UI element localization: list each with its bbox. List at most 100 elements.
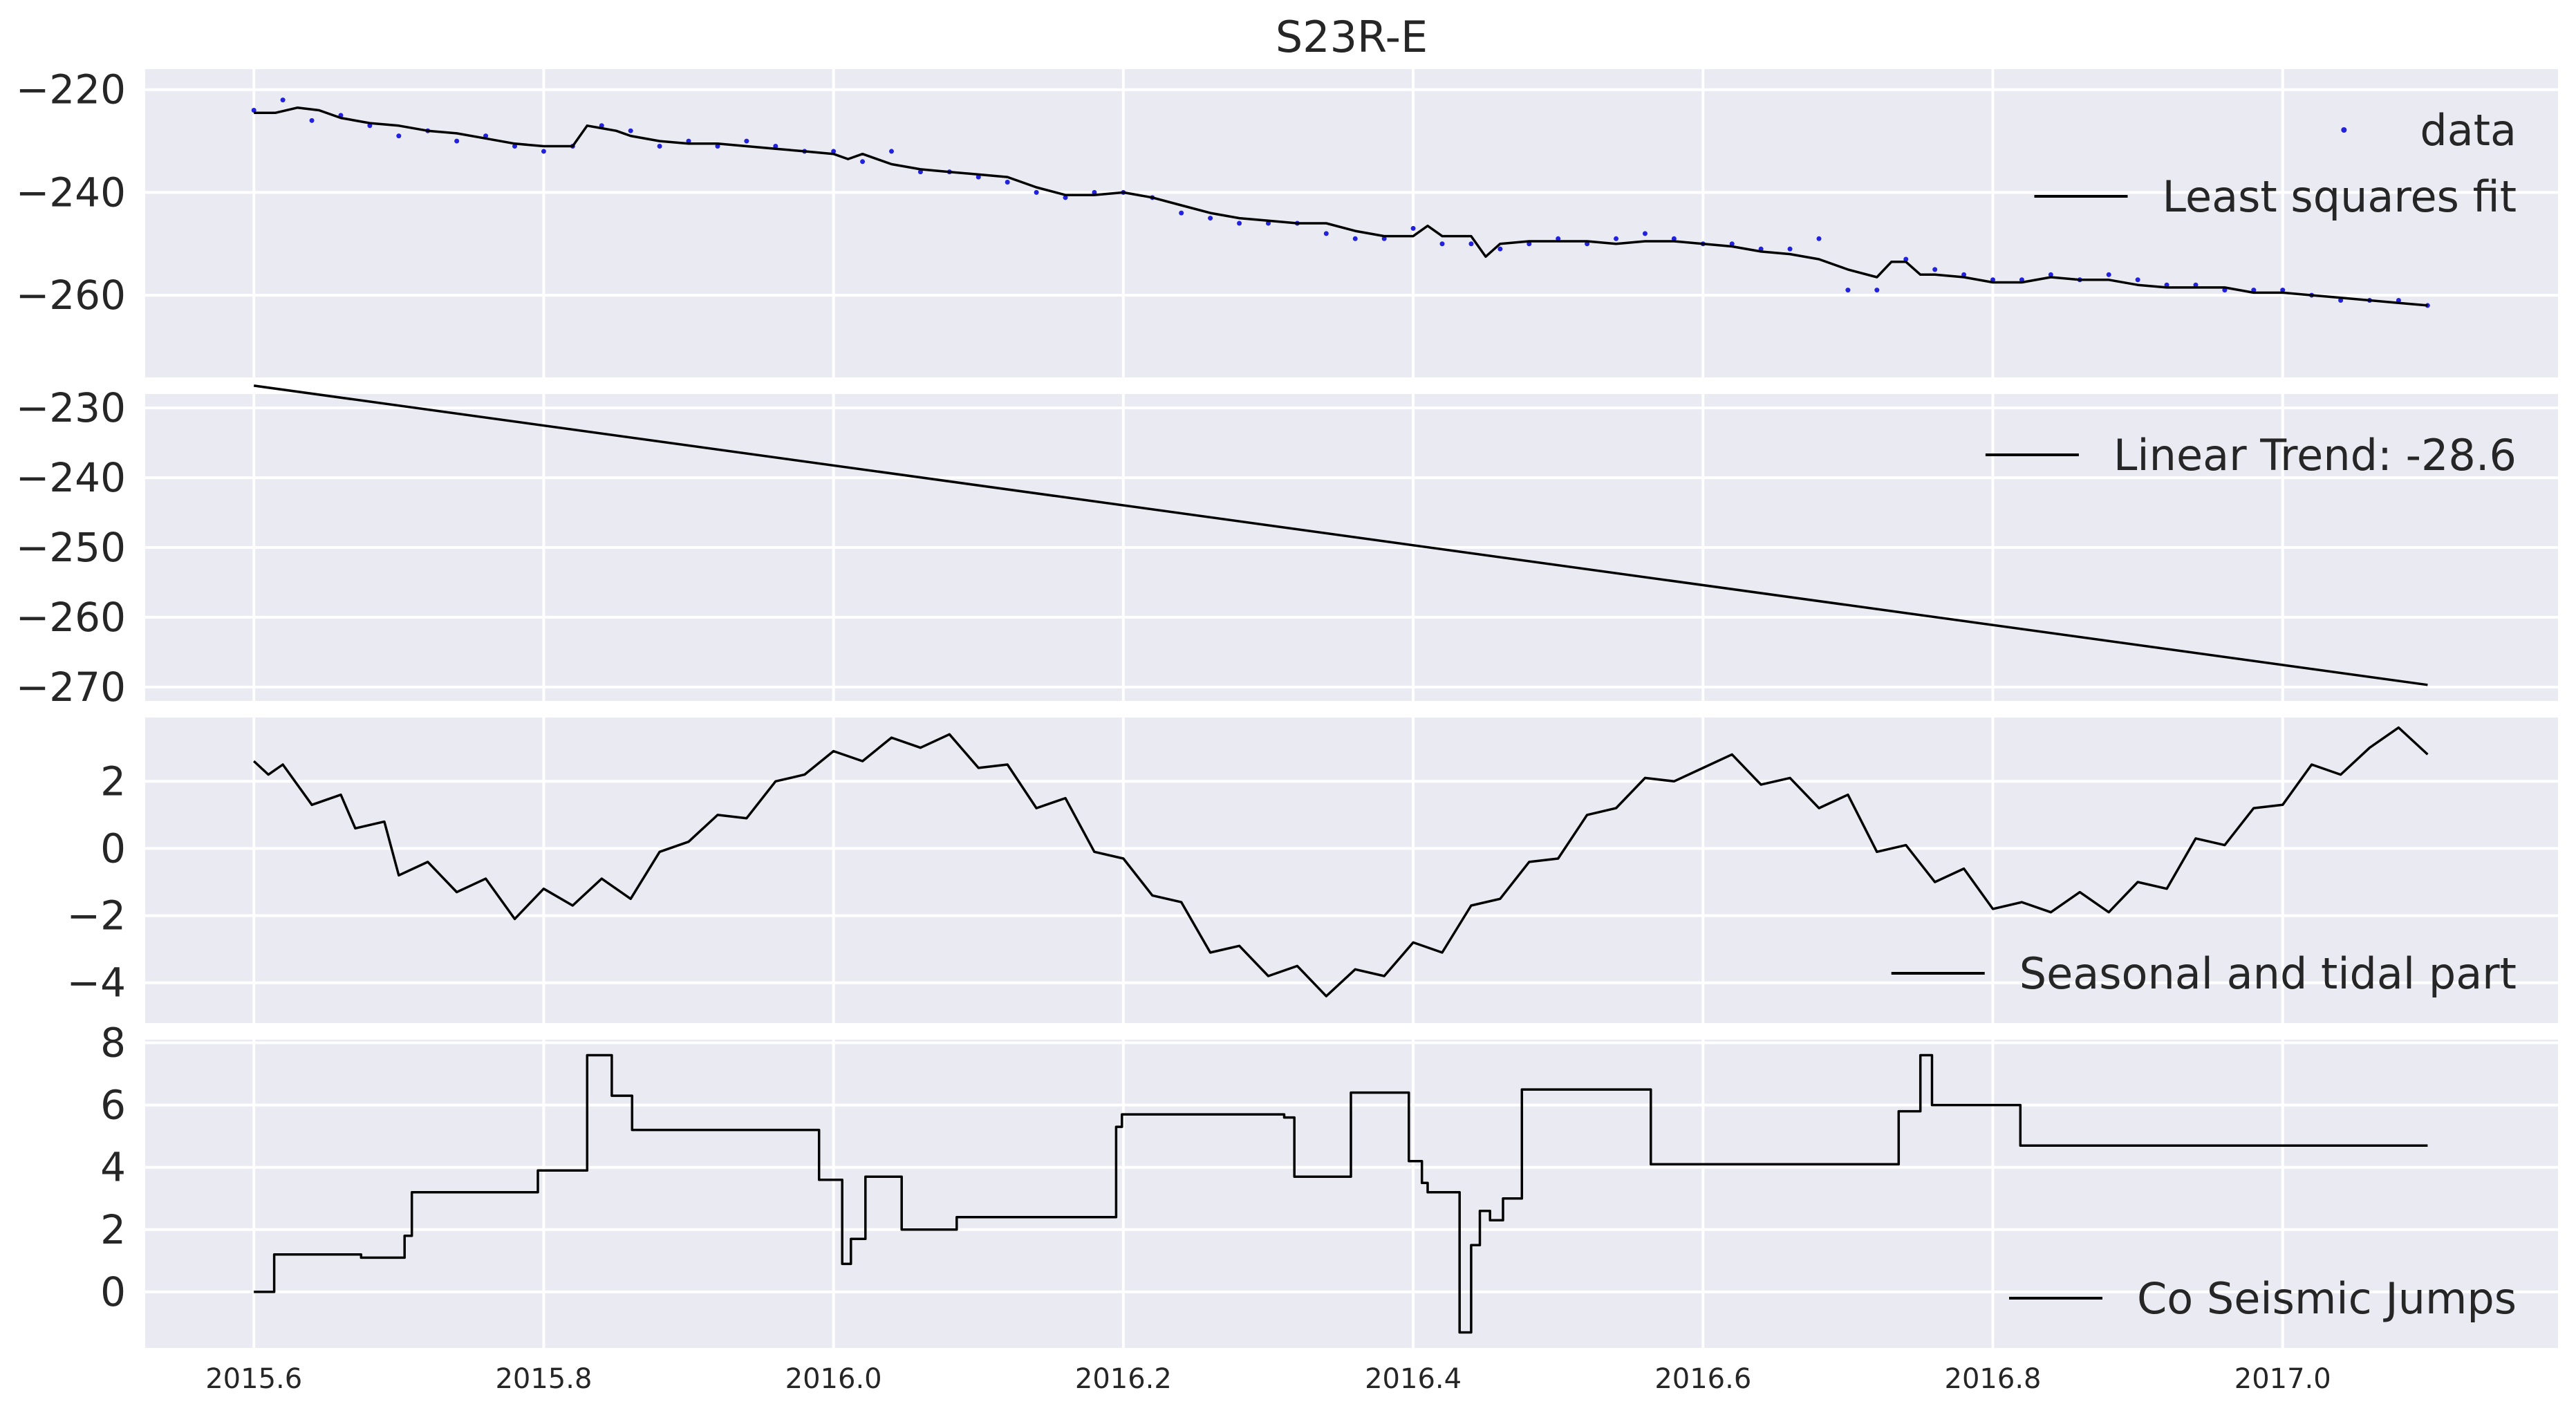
y-tick-label: 2 [100, 758, 126, 805]
y-tick-label: 0 [100, 1268, 126, 1315]
y-tick-label: −260 [16, 594, 126, 641]
data-point [541, 149, 546, 154]
data-point [1787, 246, 1793, 252]
data-point [657, 144, 662, 149]
legend: data Least squares fit [2034, 105, 2517, 222]
legend-label: data [2420, 105, 2517, 156]
data-point [396, 133, 402, 139]
data-point [976, 174, 981, 180]
x-tick-label: 2016.8 [1945, 1363, 2042, 1395]
data-point [831, 149, 837, 154]
y-tick-label: −4 [67, 959, 127, 1006]
data-point [309, 118, 315, 123]
plot-area [145, 1040, 2558, 1348]
data-point [1005, 180, 1010, 185]
data-point [744, 138, 749, 144]
data-point [2164, 282, 2169, 288]
x-tick-label: 2015.6 [205, 1363, 302, 1395]
x-tick-label: 2015.8 [495, 1363, 592, 1395]
data-point [1237, 221, 1242, 226]
data-point [1410, 225, 1416, 231]
y-tick-label: 2 [100, 1206, 126, 1253]
data-point [2280, 288, 2286, 293]
data-point [1932, 267, 1938, 272]
data-point [1614, 236, 1619, 241]
x-tick-label: 2017.0 [2234, 1363, 2331, 1395]
data-point [628, 128, 633, 133]
data-point [1903, 256, 1909, 262]
data-point [860, 159, 866, 165]
data-point [2135, 277, 2140, 283]
data-point [1352, 236, 1358, 241]
data-point [1816, 236, 1822, 241]
y-tick-label: 0 [100, 825, 126, 872]
x-tick-label: 2016.4 [1365, 1363, 1462, 1395]
subplot-3: 2 0 −2 −4 Seasonal and tidal part [67, 718, 2558, 1023]
data-point [2338, 298, 2344, 303]
data-point [280, 97, 286, 103]
data-point [888, 149, 894, 154]
y-tick-label: −240 [16, 454, 126, 501]
figure-title: S23R-E [1276, 12, 1428, 62]
data-point [1671, 236, 1677, 241]
data-point [773, 144, 778, 149]
subplot-1: −220 −240 −260 data Least squares fit [16, 66, 2558, 377]
data-point [251, 107, 256, 113]
data-point [715, 144, 720, 149]
y-tick-label: −270 [16, 664, 126, 711]
data-point [1556, 236, 1561, 241]
data-point [1497, 246, 1503, 252]
subplot-2: −230 −240 −250 −260 −270 Linear Trend: -28.6 [16, 384, 2558, 711]
data-point [454, 138, 460, 144]
y-tick-label: −220 [16, 66, 126, 113]
legend-marker [2341, 127, 2347, 133]
y-tick-label: −230 [16, 384, 126, 431]
data-point [686, 138, 691, 144]
data-point [2048, 272, 2053, 277]
plot-area [145, 69, 2558, 377]
data-point [512, 144, 518, 149]
data-point [1034, 189, 1039, 195]
series-line-2 [254, 106, 2428, 307]
data-point [2193, 282, 2199, 288]
y-tick-label: −250 [16, 524, 126, 571]
data-point [1323, 231, 1329, 236]
y-tick-label: −240 [16, 169, 126, 216]
data-point [1439, 241, 1445, 247]
data-point [2106, 272, 2111, 277]
data-point [1092, 189, 1097, 195]
data-point [1381, 236, 1387, 241]
data-point [1585, 241, 1590, 247]
y-tick-label: 4 [100, 1144, 126, 1191]
y-tick-label: 8 [100, 1020, 126, 1067]
data-point [1642, 231, 1648, 236]
y-tick-label: −260 [16, 272, 126, 319]
data-point [1468, 241, 1474, 247]
legend-label: Linear Trend: -28.6 [2113, 430, 2517, 480]
subplot-4: 2015.6 2015.8 2016.0 2016.2 2016.4 2016.6 2016… [100, 1020, 2558, 1395]
data-point [367, 123, 373, 129]
series-line-1 [253, 726, 2429, 997]
data-point [1729, 241, 1735, 247]
x-tick-label: 2016.2 [1075, 1363, 1172, 1395]
data-point [1063, 195, 1068, 200]
data-point [1874, 288, 1880, 293]
data-point [1265, 221, 1271, 226]
data-point [917, 169, 923, 175]
data-point [1845, 288, 1851, 293]
data-point [1208, 216, 1213, 221]
data-point [1179, 210, 1184, 216]
y-tick-label: −2 [67, 892, 127, 939]
data-point [2396, 298, 2401, 303]
legend-label: Least squares fit [2163, 171, 2517, 222]
legend-label: Seasonal and tidal part [2019, 948, 2517, 999]
data-point [1527, 241, 1532, 247]
legend: Co Seismic Jumps [2008, 1273, 2517, 1324]
x-tick-label: 2016.0 [785, 1363, 882, 1395]
legend: Seasonal and tidal part [1891, 948, 2517, 999]
y-tick-label: 6 [100, 1082, 126, 1129]
data-point [1961, 272, 1967, 277]
series-line-1 [253, 384, 2428, 686]
